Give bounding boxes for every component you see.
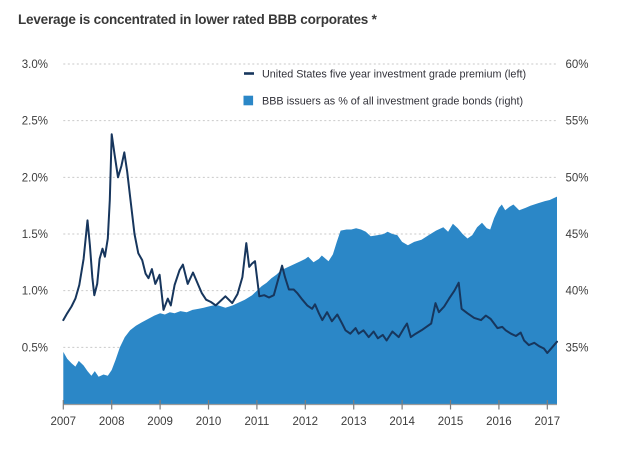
- left-axis-tick-label: 2.0%: [22, 172, 48, 184]
- left-axis-tick-label: 1.5%: [22, 229, 48, 241]
- left-axis-tick-label: 1.0%: [22, 286, 48, 298]
- right-axis-tick-label: 35%: [566, 342, 589, 354]
- x-tick-label: 2011: [245, 416, 270, 428]
- right-axis-tick-label: 40%: [566, 286, 589, 298]
- x-tick-label: 2007: [51, 416, 77, 428]
- x-tick-label: 2014: [389, 416, 415, 428]
- legend-item: BBB issuers as % of all investment grade…: [243, 95, 523, 108]
- x-tick-label: 2010: [196, 416, 222, 428]
- x-tick-label: 2009: [147, 416, 173, 428]
- right-axis-labels: 60% 55% 50% 45% 40% 35%: [566, 59, 589, 354]
- bbb-share-area-series: [63, 196, 558, 404]
- x-tick-label: 2016: [486, 416, 512, 428]
- x-tick-label: 2012: [293, 416, 319, 428]
- left-axis-tick-label: 3.0%: [22, 59, 48, 71]
- left-axis-tick-label: 2.5%: [22, 116, 48, 128]
- right-axis-tick-label: 60%: [566, 59, 589, 71]
- legend-label: BBB issuers as % of all investment grade…: [262, 96, 523, 108]
- ig-premium-line-series: [62, 133, 558, 354]
- chart-title: Leverage is concentrated in lower rated …: [18, 12, 377, 27]
- legend-label: United States five year investment grade…: [262, 69, 526, 81]
- legend-square-marker-icon: [243, 95, 254, 106]
- right-axis-tick-label: 45%: [566, 229, 589, 241]
- right-axis-tick-label: 50%: [566, 172, 589, 184]
- legend-item: United States five year investment grade…: [244, 69, 526, 81]
- left-axis-tick-label: 0.5%: [22, 342, 48, 354]
- legend: United States five year investment grade…: [243, 69, 526, 108]
- x-tick-label: 2008: [99, 416, 125, 428]
- left-axis-labels: 3.0% 2.5% 2.0% 1.5% 1.0% 0.5%: [22, 59, 48, 354]
- right-axis-tick-label: 55%: [566, 116, 589, 128]
- x-tick-label: 2017: [535, 416, 561, 428]
- x-tick-label: 2015: [438, 416, 464, 428]
- x-tick-label: 2013: [341, 416, 367, 428]
- x-axis: 2007 2008 2009 2010 2011 2012 2013 2014 2015 2016…: [51, 400, 561, 428]
